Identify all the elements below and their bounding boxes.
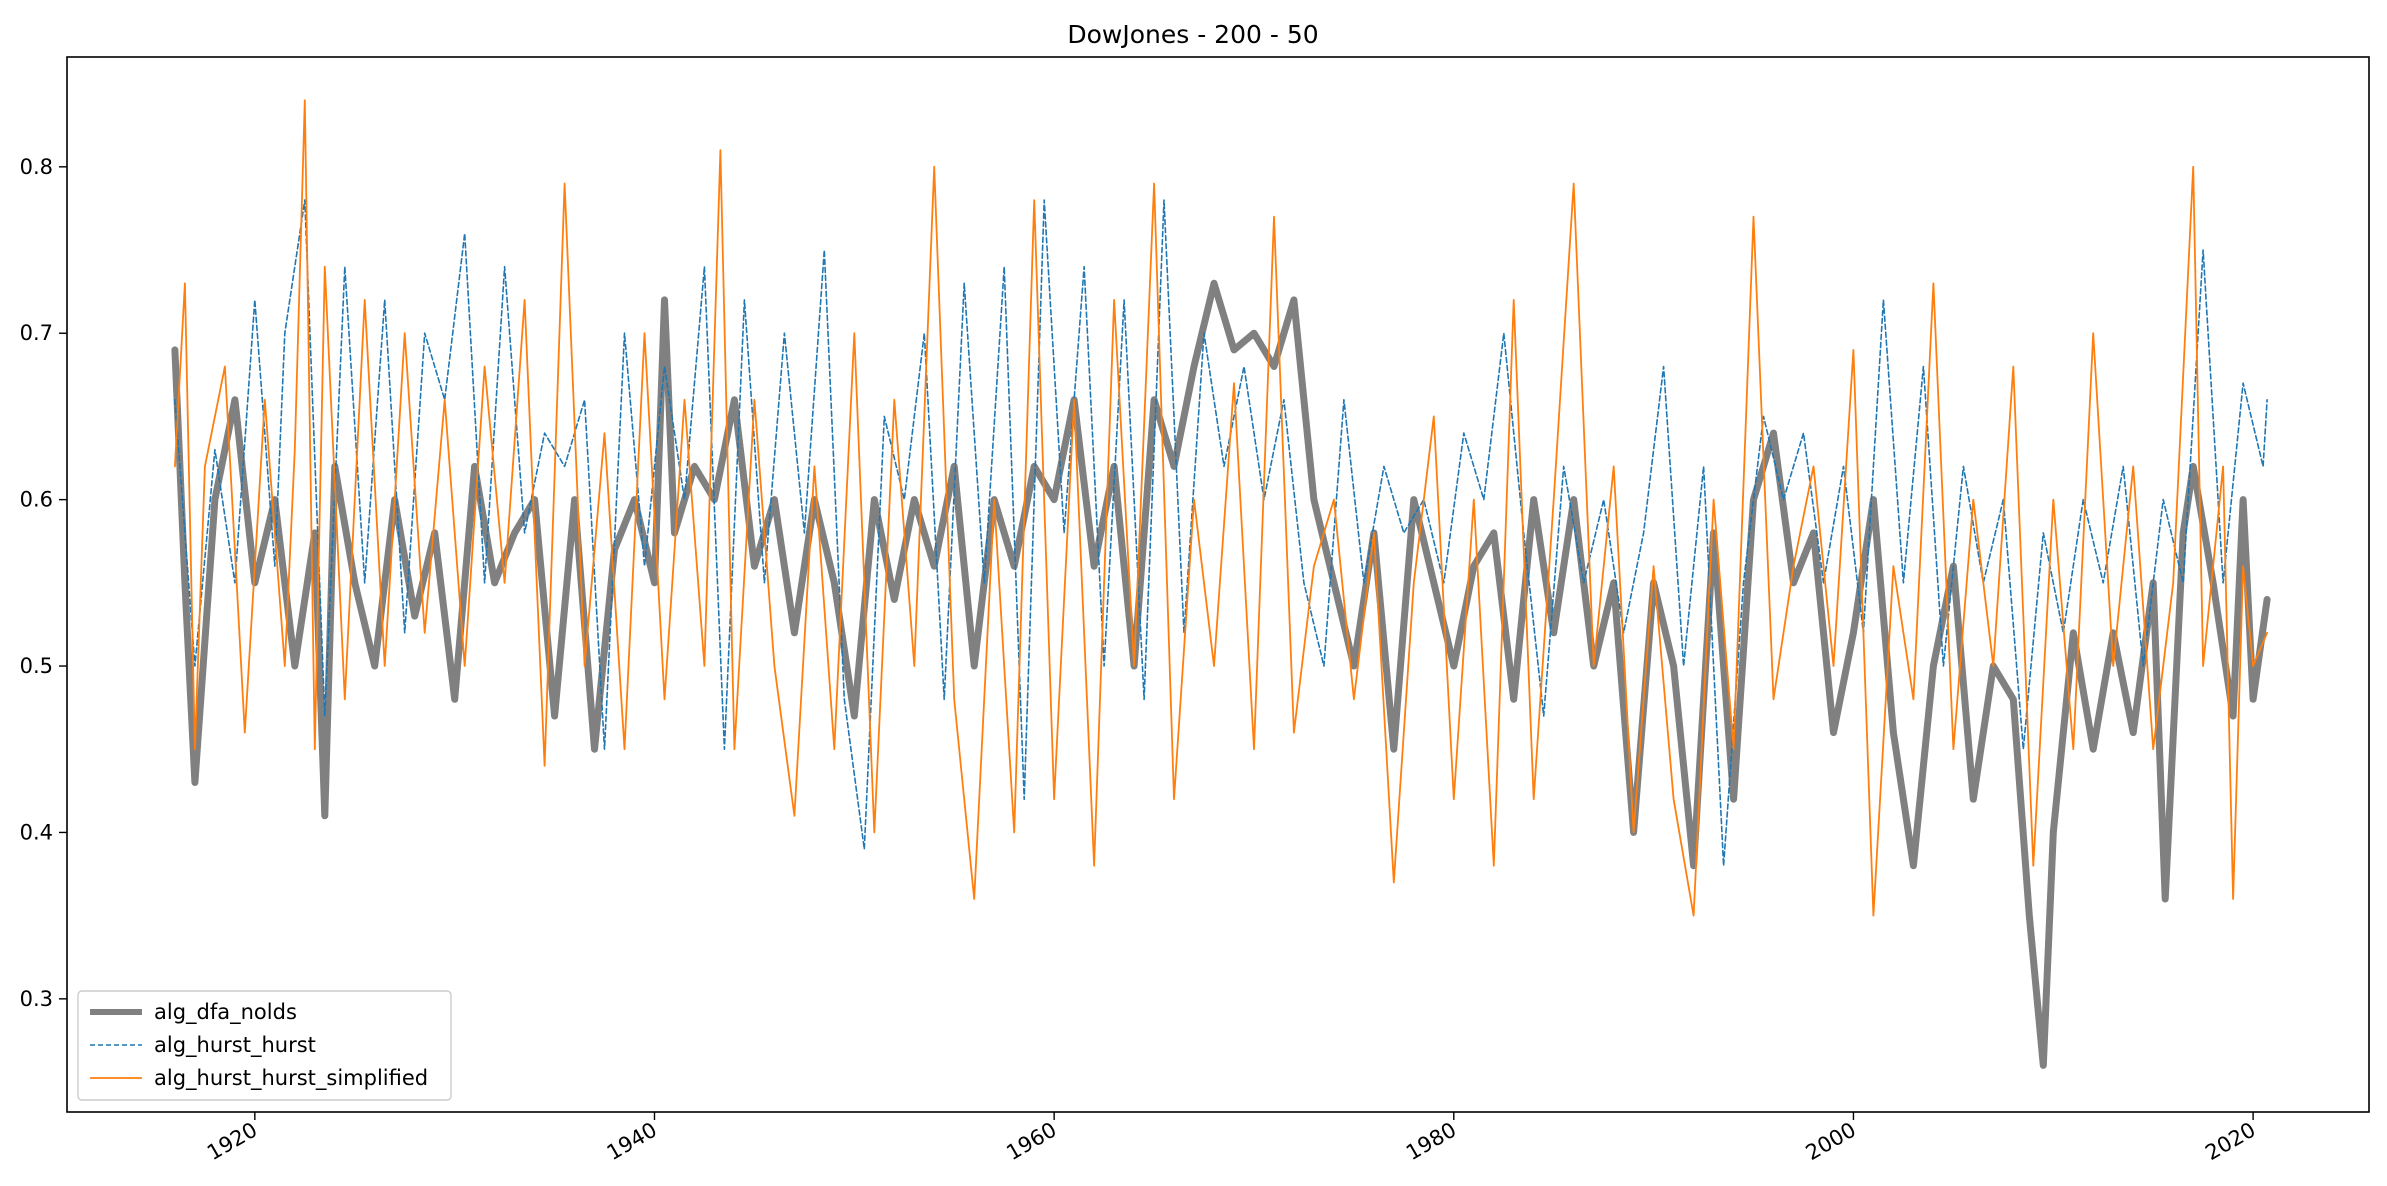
legend-label: alg_dfa_nolds (154, 1000, 297, 1025)
legend-box (77, 990, 452, 1101)
plot-frame (66, 56, 2370, 1113)
series-line-alg_dfa_nolds (171, 279, 2271, 1069)
chart-title: DowJones - 200 - 50 (1067, 20, 1318, 49)
legend: alg_dfa_nolds alg_hurst_hurst alg_hurst_hu… (77, 990, 452, 1101)
y-tick-label: 0.3 (20, 987, 53, 1011)
series-line-alg_hurst_hurst (174, 199, 2268, 867)
series-line-alg_hurst_hurst_simplified (173, 99, 2269, 917)
y-tick-label: 0.4 (20, 820, 53, 844)
y-tick-label: 0.5 (20, 654, 53, 678)
legend-label: alg_hurst_hurst_simplified (154, 1066, 428, 1091)
legend-label: alg_hurst_hurst (154, 1033, 316, 1058)
y-tick-label: 0.7 (20, 321, 53, 345)
y-tick-label: 0.6 (20, 488, 53, 512)
y-tick-label: 0.8 (20, 155, 53, 179)
